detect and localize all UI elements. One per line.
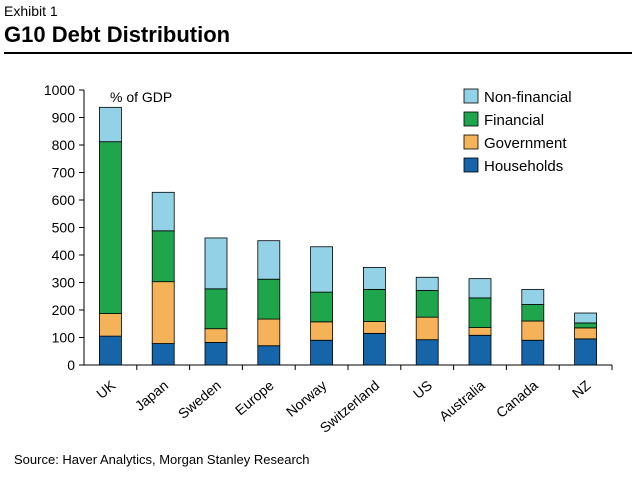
y-tick-label: 200 bbox=[52, 302, 76, 318]
bar-segment-government-us bbox=[415, 316, 439, 341]
bar-segment-non-financial-us bbox=[415, 276, 439, 291]
chart-legend: Non-financial Financial Government Househol… bbox=[463, 88, 572, 175]
bar-segment-households-norway bbox=[310, 339, 334, 366]
legend-swatch-financial bbox=[463, 111, 479, 127]
bar-segment-financial-sweden bbox=[204, 288, 228, 330]
bar-segment-government-uk bbox=[99, 313, 122, 337]
bar-segment-government-norway bbox=[310, 321, 334, 341]
x-tick-label: Japan bbox=[132, 377, 172, 414]
bar-segment-financial-switzerland bbox=[362, 288, 386, 322]
bar-segment-non-financial-australia bbox=[468, 278, 492, 299]
y-tick-label: 600 bbox=[52, 192, 76, 208]
bar-segment-households-us bbox=[415, 339, 439, 366]
bar-segment-households-australia bbox=[468, 334, 492, 366]
bar-segment-government-europe bbox=[257, 318, 281, 347]
x-tick-label: Norway bbox=[283, 377, 330, 420]
x-tick-label: Canada bbox=[493, 377, 541, 421]
bar-segment-non-financial-nz bbox=[574, 312, 597, 324]
bar-segment-households-sweden bbox=[204, 342, 228, 366]
legend-label: Financial bbox=[484, 112, 544, 129]
legend-label: Government bbox=[484, 135, 567, 152]
bar-segment-non-financial-europe bbox=[257, 240, 281, 280]
bar-segment-government-canada bbox=[521, 320, 545, 341]
bar-segment-non-financial-norway bbox=[310, 246, 334, 293]
y-tick-label: 900 bbox=[52, 110, 76, 126]
bar-segment-households-switzerland bbox=[362, 332, 386, 366]
bar-segment-financial-australia bbox=[468, 297, 492, 328]
bar-segment-financial-japan bbox=[151, 230, 175, 283]
y-tick-label: 800 bbox=[52, 137, 76, 153]
y-tick-label: 500 bbox=[52, 220, 76, 236]
bar-segment-financial-canada bbox=[521, 304, 545, 322]
bar-segment-non-financial-switzerland bbox=[362, 266, 386, 290]
bar-segment-non-financial-sweden bbox=[204, 237, 228, 290]
exhibit-label: Exhibit 1 bbox=[4, 3, 58, 19]
y-tick-label: 1000 bbox=[44, 82, 75, 98]
y-tick-label: 700 bbox=[52, 165, 76, 181]
x-tick-label: Australia bbox=[436, 377, 488, 424]
legend-swatch-government bbox=[463, 134, 479, 150]
bar-segment-households-europe bbox=[257, 345, 281, 366]
x-tick-label: Europe bbox=[232, 377, 277, 418]
title-divider bbox=[4, 52, 632, 54]
bar-segment-government-nz bbox=[574, 327, 597, 340]
y-axis-title: % of GDP bbox=[110, 89, 172, 105]
bar-segment-government-sweden bbox=[204, 328, 228, 343]
bar-segment-non-financial-japan bbox=[151, 191, 175, 232]
bar-segment-non-financial-canada bbox=[521, 288, 545, 305]
bar-segment-households-canada bbox=[521, 339, 545, 366]
x-tick-label: Sweden bbox=[175, 377, 224, 422]
x-tick-label: US bbox=[410, 377, 435, 402]
y-tick-label: 400 bbox=[52, 247, 76, 263]
x-tick-label: UK bbox=[93, 377, 119, 402]
bar-segment-financial-us bbox=[415, 290, 439, 318]
bar-segment-financial-nz bbox=[574, 322, 597, 329]
stacked-bar-chart: 0 100 200 300 400 500 600 700 800 900 1000 % of GDP… bbox=[44, 82, 613, 436]
bar-segment-government-australia bbox=[468, 327, 492, 336]
bar-segment-households-nz bbox=[574, 338, 597, 366]
bar-segment-financial-norway bbox=[310, 291, 334, 323]
source-note: Source: Haver Analytics, Morgan Stanley … bbox=[14, 452, 310, 467]
bar-segment-non-financial-uk bbox=[99, 106, 122, 143]
y-tick-label: 100 bbox=[52, 330, 76, 346]
bar-segment-financial-europe bbox=[257, 278, 281, 320]
bar-segment-government-switzerland bbox=[362, 321, 386, 334]
bar-segment-households-japan bbox=[151, 343, 175, 366]
legend-swatch-non-financial bbox=[463, 88, 479, 104]
x-tick-label: NZ bbox=[569, 377, 594, 402]
page-title: G10 Debt Distribution bbox=[4, 22, 231, 47]
y-tick-label: 0 bbox=[67, 357, 75, 373]
bar-segment-government-japan bbox=[151, 281, 175, 344]
bar-segment-financial-uk bbox=[99, 141, 122, 314]
chart-bars bbox=[99, 106, 597, 366]
bar-segment-households-uk bbox=[99, 335, 122, 366]
legend-swatch-households bbox=[463, 157, 479, 173]
legend-label: Households bbox=[484, 158, 563, 175]
legend-label: Non-financial bbox=[484, 89, 572, 106]
y-tick-label: 300 bbox=[52, 275, 76, 291]
